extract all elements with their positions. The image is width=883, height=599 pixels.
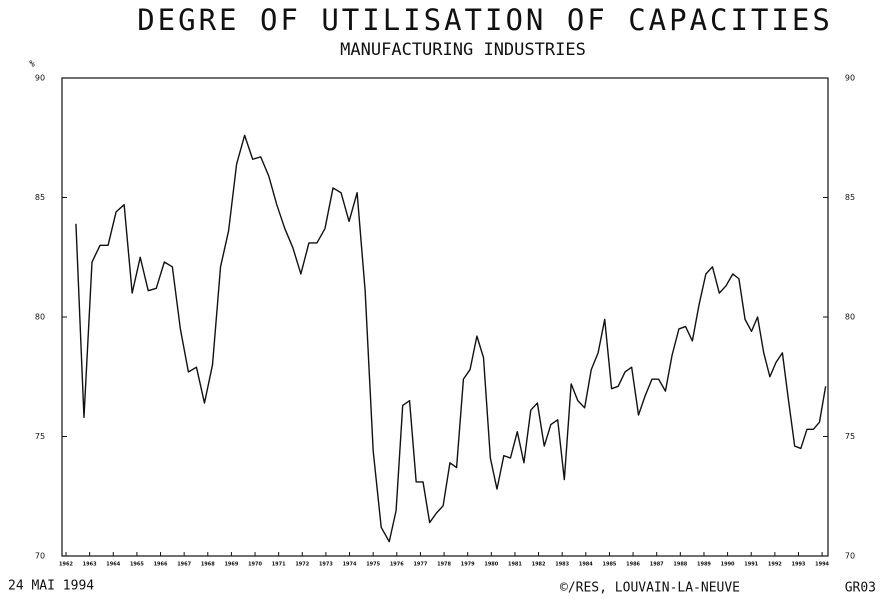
footer-credit: ©/RES, LOUVAIN-LA-NEUVE: [560, 581, 740, 596]
x-tick-label: 1978: [437, 562, 451, 568]
x-tick-label: 1991: [744, 562, 758, 568]
x-tick-label: 1967: [177, 562, 191, 568]
chart-subtitle: MANUFACTURING INDUSTRIES: [340, 40, 586, 60]
x-tick-label: 1994: [815, 562, 829, 568]
x-tick-label: 1968: [201, 562, 215, 568]
y-tick-label: 85: [35, 193, 45, 202]
x-tick-label: 1963: [83, 562, 97, 568]
x-tick-label: 1971: [272, 562, 286, 568]
y2-tick-label: 85: [845, 193, 855, 202]
y-tick-label: 70: [35, 552, 45, 561]
x-tick-label: 1962: [59, 562, 73, 568]
plot-frame: [61, 77, 829, 557]
x-tick-label: 1973: [319, 562, 333, 568]
x-tick-label: 1964: [106, 562, 120, 568]
x-tick-label: 1966: [154, 562, 168, 568]
x-tick-label: 1989: [697, 562, 711, 568]
footer-code: GR03: [845, 581, 876, 596]
x-tick-label: 1969: [224, 562, 238, 568]
x-tick-label: 1988: [673, 562, 687, 568]
y-tick-label: 90: [35, 74, 45, 83]
x-tick-label: 1992: [768, 562, 782, 568]
x-tick-label: 1980: [484, 562, 498, 568]
x-tick-label: 1970: [248, 562, 262, 568]
x-tick-label: 1965: [130, 562, 144, 568]
y2-tick-label: 90: [845, 74, 855, 83]
x-tick-label: 1984: [579, 562, 593, 568]
x-tick-label: 1977: [413, 562, 427, 568]
data-line: [75, 134, 827, 543]
y-tick-label: 75: [35, 432, 45, 441]
y-tick-label: 80: [35, 313, 45, 322]
x-tick-label: 1983: [555, 562, 569, 568]
y2-tick-label: 70: [845, 552, 855, 561]
x-tick-label: 1979: [461, 562, 475, 568]
x-tick-label: 1987: [650, 562, 664, 568]
x-tick-label: 1976: [390, 562, 404, 568]
chart-title: DEGRE OF UTILISATION OF CAPACITIES: [137, 3, 833, 37]
x-tick-label: 1981: [508, 562, 522, 568]
x-tick-label: 1972: [295, 562, 309, 568]
y2-tick-label: 80: [845, 313, 855, 322]
x-tick-label: 1974: [343, 562, 357, 568]
x-tick-label: 1986: [626, 562, 640, 568]
x-tick-label: 1975: [366, 562, 380, 568]
x-tick-label: 1993: [792, 562, 806, 568]
x-tick-label: 1982: [532, 562, 546, 568]
y-axis-label: %: [29, 60, 35, 70]
x-tick-label: 1990: [721, 562, 735, 568]
y2-tick-label: 75: [845, 432, 855, 441]
x-tick-label: 1985: [602, 562, 616, 568]
footer-date: 24 MAI 1994: [8, 579, 94, 594]
